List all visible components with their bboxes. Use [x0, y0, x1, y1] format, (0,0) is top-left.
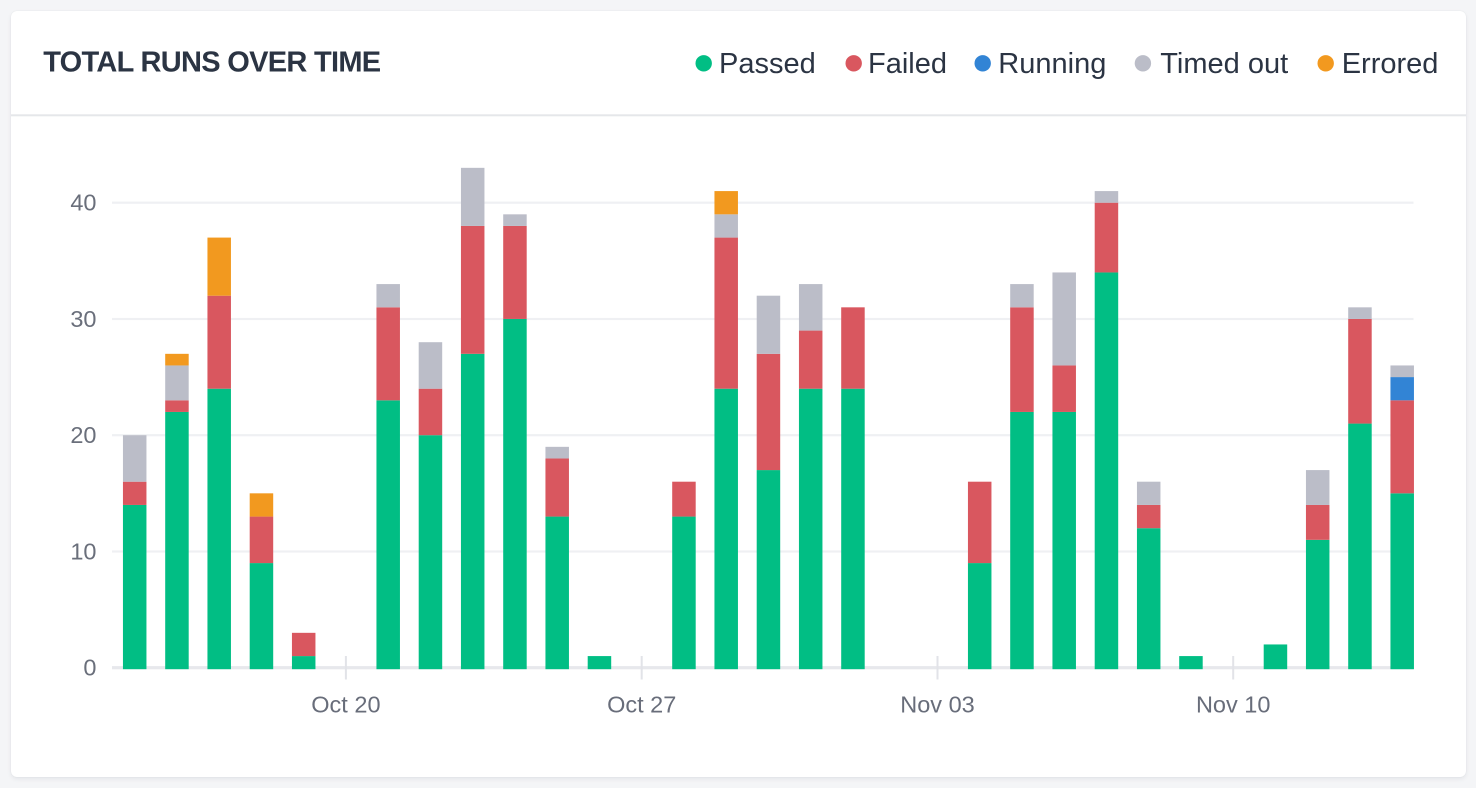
svg-text:40: 40	[70, 190, 96, 216]
svg-text:Nov 10: Nov 10	[1196, 692, 1270, 718]
svg-text:Oct 27: Oct 27	[607, 692, 676, 718]
svg-text:Oct 20: Oct 20	[311, 692, 380, 718]
svg-text:Timed out: Timed out	[1160, 48, 1288, 80]
svg-text:Passed: Passed	[719, 48, 816, 80]
svg-text:10: 10	[70, 539, 96, 565]
svg-text:20: 20	[70, 422, 96, 448]
svg-text:Errored: Errored	[1342, 48, 1439, 80]
svg-text:TOTAL RUNS OVER TIME: TOTAL RUNS OVER TIME	[43, 46, 381, 78]
svg-text:0: 0	[83, 655, 96, 681]
svg-text:Failed: Failed	[868, 48, 947, 80]
svg-text:Running: Running	[998, 48, 1106, 80]
svg-text:Nov 03: Nov 03	[900, 692, 974, 718]
svg-text:30: 30	[70, 306, 96, 332]
